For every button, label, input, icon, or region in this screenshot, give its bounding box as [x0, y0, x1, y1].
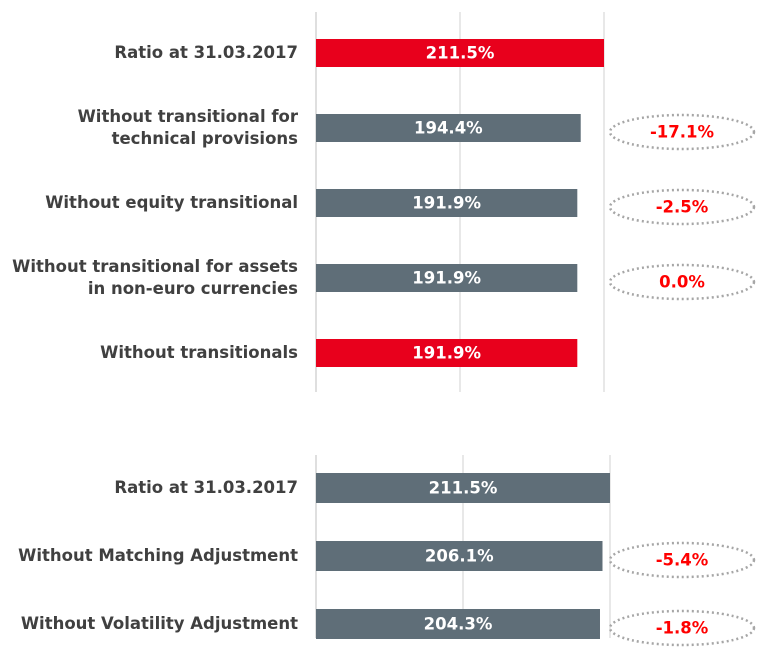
annotation-ellipse: [608, 113, 756, 151]
value-label: 211.5%: [429, 479, 498, 498]
bar: [316, 541, 603, 571]
bar: [316, 473, 610, 503]
category-line: Without transitional for assets: [12, 257, 298, 276]
value-label: 191.9%: [412, 344, 481, 363]
value-label: 191.9%: [412, 269, 481, 288]
bar: [316, 114, 581, 142]
category-line: Without transitional for: [78, 107, 299, 126]
annotation-ellipse: [608, 541, 756, 579]
category-line: in non-euro currencies: [88, 279, 298, 298]
category-label: Ratio at 31.03.2017: [114, 478, 298, 497]
bar: [316, 609, 600, 639]
category-line: Without Matching Adjustment: [18, 546, 298, 565]
category-line: Ratio at 31.03.2017: [114, 43, 298, 62]
category-label: Without transitional for assets in non-eu…: [12, 257, 298, 298]
category-label: Without Matching Adjustment: [18, 546, 298, 565]
value-label: 191.9%: [412, 194, 481, 213]
bar: [316, 39, 604, 67]
annotation-ellipse: [608, 188, 756, 226]
annotation-ellipse: [608, 609, 756, 647]
annotation: -5.4%: [656, 551, 709, 570]
bar: [316, 264, 578, 292]
annotation: 0.0%: [659, 273, 705, 292]
category-line: Without Volatility Adjustment: [21, 614, 298, 633]
category-label: Without equity transitional: [45, 193, 298, 212]
category-label: Ratio at 31.03.2017: [114, 43, 298, 62]
value-label: 206.1%: [425, 547, 494, 566]
annotation: -2.5%: [656, 198, 709, 217]
bar: [316, 339, 578, 367]
category-line: Without transitionals: [100, 343, 298, 362]
value-label: 211.5%: [426, 44, 495, 63]
category-line: Ratio at 31.03.2017: [114, 478, 298, 497]
annotation: -17.1%: [650, 123, 715, 142]
category-line: technical provisions: [112, 129, 299, 148]
bar: [316, 189, 578, 217]
value-label: 194.4%: [414, 119, 483, 138]
category-label: Without transitionals: [100, 343, 298, 362]
annotation: -1.8%: [656, 619, 709, 638]
category-label: Without transitional for technical provis…: [78, 107, 299, 148]
annotation-ellipse: [608, 263, 756, 301]
value-label: 204.3%: [424, 615, 493, 634]
category-line: Without equity transitional: [45, 193, 298, 212]
category-label: Without Volatility Adjustment: [21, 614, 298, 633]
